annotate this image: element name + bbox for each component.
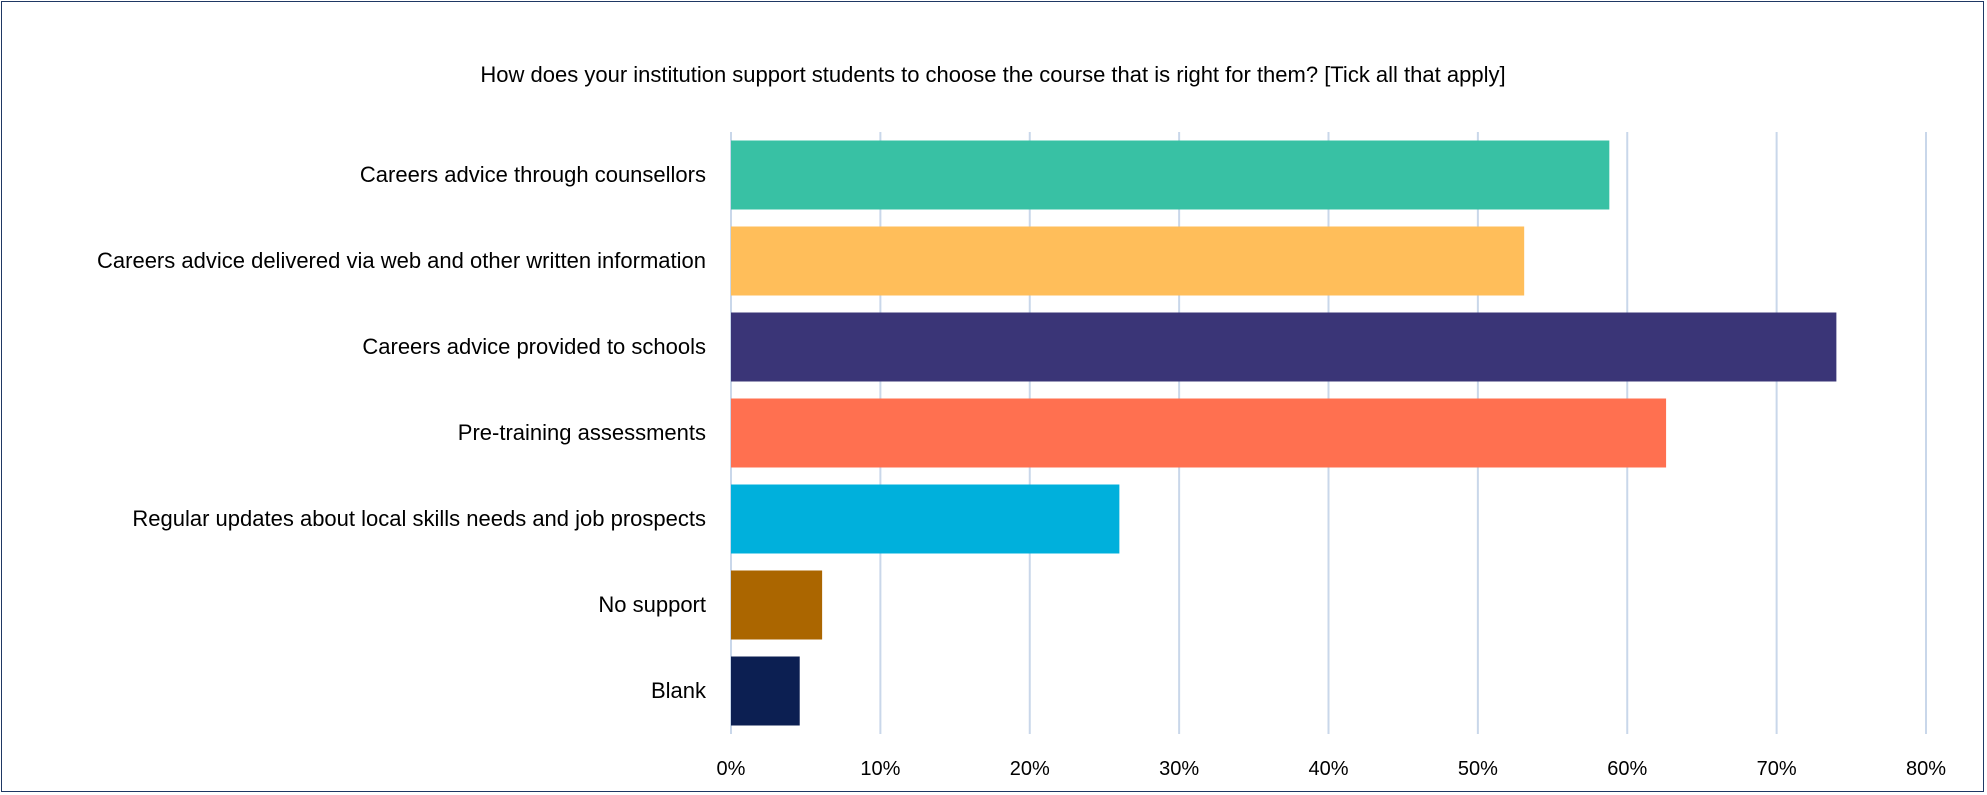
x-tick-label: 40% (1308, 758, 1348, 780)
bar (731, 226, 1525, 296)
bar (731, 570, 823, 640)
category-label: Careers advice provided to schools (362, 334, 706, 359)
category-label: Blank (651, 678, 707, 703)
bar (731, 140, 1610, 210)
category-label: Careers advice delivered via web and oth… (97, 248, 706, 273)
x-tick-label: 10% (860, 758, 900, 780)
category-labels: Careers advice through counsellors Career… (97, 162, 707, 703)
bar (731, 398, 1667, 468)
category-label: Regular updates about local skills needs… (132, 506, 706, 531)
category-label: Careers advice through counsellors (360, 162, 706, 187)
x-tick-label: 80% (1906, 758, 1946, 780)
x-tick-label: 60% (1607, 758, 1647, 780)
x-axis-ticks: 0% 10% 20% 30% 40% 50% 60% 70% 80% (717, 758, 1947, 780)
category-label: No support (598, 592, 706, 617)
bar (731, 484, 1120, 554)
x-tick-label: 70% (1757, 758, 1797, 780)
x-tick-label: 0% (717, 758, 746, 780)
bar (731, 656, 800, 726)
category-label: Pre-training assessments (458, 420, 706, 445)
chart-title: How does your institution support studen… (480, 62, 1505, 87)
x-tick-label: 20% (1010, 758, 1050, 780)
x-tick-label: 30% (1159, 758, 1199, 780)
bars (731, 140, 1837, 726)
x-tick-label: 50% (1458, 758, 1498, 780)
bar (731, 312, 1837, 382)
